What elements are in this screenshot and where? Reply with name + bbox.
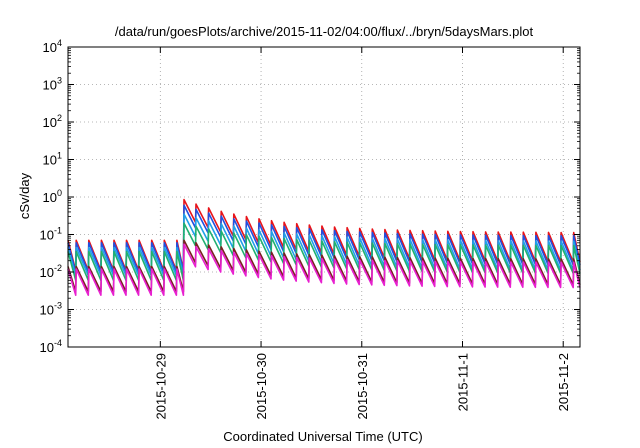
x-tick-label: 2015-11-2 [556, 353, 571, 411]
y-tick-label: 103 [43, 76, 62, 93]
y-tick-label: 104 [43, 38, 62, 55]
y-tick-label: 100 [43, 188, 62, 205]
series-line [67, 243, 581, 296]
chart-title: /data/run/goesPlots/archive/2015-11-02/0… [115, 24, 534, 39]
y-tick-label: 10-1 [40, 226, 62, 243]
grid [68, 47, 580, 347]
y-axis-label: cSv/day [17, 172, 32, 219]
x-tick-label: 2015-10-31 [355, 353, 370, 420]
y-tick-label: 10-3 [40, 301, 62, 318]
x-axis-label: Coordinated Universal Time (UTC) [223, 429, 422, 444]
x-tick-label: 2015-10-29 [153, 353, 168, 420]
y-axis: 10-4 10-3 10-2 10-1 100 101 102 103 104 [40, 38, 580, 355]
series-group [67, 198, 581, 296]
x-tick-label: 2015-11-1 [455, 353, 470, 411]
x-tick-label: 2015-10-30 [254, 353, 269, 420]
y-tick-label: 102 [43, 113, 62, 130]
y-tick-label: 10-4 [40, 338, 62, 355]
y-tick-label: 101 [43, 151, 62, 168]
y-tick-label: 10-2 [40, 263, 62, 280]
x-axis: 2015-10-29 2015-10-30 2015-10-31 2015-11-1 2… [153, 47, 571, 420]
